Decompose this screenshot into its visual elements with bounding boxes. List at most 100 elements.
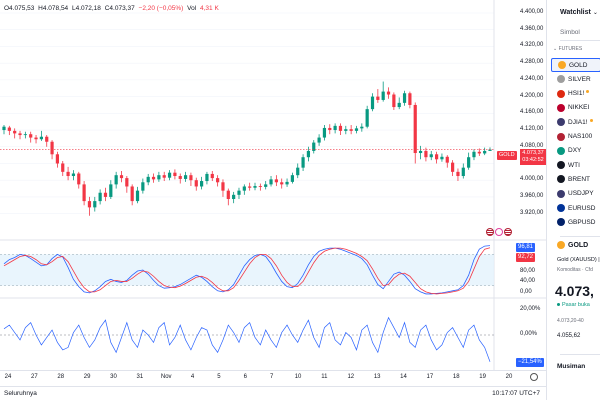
candle-body xyxy=(237,190,241,195)
high-value: H4.078,54 xyxy=(38,5,69,12)
stoch-tick: 80,00 xyxy=(520,268,536,274)
candle-body xyxy=(370,96,375,110)
watchlist-item-label: EURUSD xyxy=(568,204,596,212)
candle-body xyxy=(413,104,417,154)
price-tick: 3.960,00 xyxy=(520,192,544,199)
detail-name: Gold (XAUUSD) | xyxy=(557,257,600,263)
silver-icon xyxy=(557,75,565,84)
price-tick: 4.160,00 xyxy=(520,109,544,116)
watchlist-item-usdjpy[interactable]: USDJPY xyxy=(551,187,600,201)
oil-icon xyxy=(557,175,565,184)
watchlist-item-nikkei[interactable]: NIKKEI xyxy=(551,101,600,115)
candle-body xyxy=(13,130,17,134)
watchlist-item-brent[interactable]: BRENT xyxy=(551,172,600,186)
candle-body xyxy=(397,102,401,108)
watchlist-item-wti[interactable]: WTI xyxy=(551,158,600,172)
candle-body xyxy=(114,175,118,185)
candle-body xyxy=(285,181,289,185)
candle-body xyxy=(45,136,49,142)
watchlist-item-hsi1[interactable]: HSI1! xyxy=(551,87,600,101)
last-price-badge: 4.073,37 03:42:52 xyxy=(520,149,546,165)
event-flags[interactable] xyxy=(486,228,512,236)
candle-body xyxy=(360,126,364,129)
candle-body xyxy=(98,192,102,202)
candle-body xyxy=(151,176,156,180)
section-label-futures[interactable]: ⌄ FUTURES xyxy=(553,46,583,52)
settings-gear-icon[interactable] xyxy=(530,373,538,381)
candle-body xyxy=(146,176,150,183)
candle-body xyxy=(93,201,97,208)
status-dot-icon xyxy=(557,303,560,306)
price-tick: 4.240,00 xyxy=(520,75,544,82)
watchlist-item-eurusd[interactable]: EURUSD xyxy=(551,201,600,215)
candle-body xyxy=(306,150,311,158)
eu-flag-icon xyxy=(557,204,565,212)
candle-body xyxy=(157,175,161,180)
candle-body xyxy=(386,91,391,95)
candle-body xyxy=(456,171,460,177)
chart-canvas[interactable] xyxy=(0,0,546,372)
candle-body xyxy=(162,175,166,178)
watchlist-title[interactable]: Watchlist ⌄ xyxy=(560,9,598,16)
us-flag-icon[interactable] xyxy=(486,228,494,236)
candle-body xyxy=(440,156,444,160)
price-tick: 4.360,00 xyxy=(520,25,544,32)
osc-tick: 20,00% xyxy=(520,306,541,313)
price-tick: 4.320,00 xyxy=(520,42,544,49)
chart-area[interactable]: O4.075,53 H4.078,54 L4.072,18 C4.073,37 … xyxy=(0,0,546,400)
candle-body xyxy=(77,173,81,185)
detail-symbol-text: GOLD xyxy=(568,241,589,249)
watchlist-item-nas100[interactable]: NAS100 xyxy=(551,130,600,144)
time-axis[interactable]: 24 27 28 29 30 31 Nov 4 5 6 7 10 11 12 13 14 17 18 19 20 xyxy=(0,370,546,382)
stoch-band xyxy=(0,254,494,286)
candle-body xyxy=(50,141,54,155)
candle-body xyxy=(344,129,348,131)
candle-body xyxy=(461,167,465,177)
candle-body xyxy=(2,126,6,131)
stoch-tick: 40,00 xyxy=(520,278,536,284)
candle-body xyxy=(488,149,492,151)
candle-body xyxy=(226,190,230,200)
time-tick: 14 xyxy=(400,374,407,380)
watchlist-item-silver[interactable]: SILVER xyxy=(551,72,600,86)
us-flag-icon[interactable] xyxy=(495,228,503,236)
candle-body xyxy=(210,173,214,179)
stoch-k-value: 96,81 xyxy=(516,243,536,252)
time-tick: 5 xyxy=(217,374,221,380)
watchlist-item-gbpusd[interactable]: GBPUSD xyxy=(551,215,600,229)
clock[interactable]: 10:17:07 UTC+7 xyxy=(492,390,540,397)
us-flag-icon[interactable] xyxy=(504,228,512,236)
candle-body xyxy=(125,178,129,187)
volume-label: Vol xyxy=(187,5,197,12)
candle-body xyxy=(194,180,198,187)
candle-body xyxy=(205,173,209,182)
section-seasonals[interactable]: Musiman xyxy=(557,363,586,370)
column-header-symbol[interactable]: Simbol xyxy=(560,29,580,36)
market-status-text: Pasar buka xyxy=(562,302,590,308)
watchlist-item-gold[interactable]: GOLD xyxy=(551,58,600,72)
time-tick: 30 xyxy=(110,374,117,380)
candle-body xyxy=(451,162,455,172)
watchlist-item-djia1[interactable]: DJIA1! xyxy=(551,115,600,129)
candle-body xyxy=(173,172,177,177)
watchlist-item-dxy[interactable]: DXY xyxy=(551,144,600,158)
candle-body xyxy=(61,163,65,172)
detail-symbol: GOLD xyxy=(557,241,588,249)
usdjpy-icon xyxy=(557,189,565,198)
candle-body xyxy=(408,93,412,105)
candle-body xyxy=(376,96,380,100)
time-tick: 27 xyxy=(31,374,38,380)
candle-body xyxy=(467,157,471,168)
price-tick: 4.280,00 xyxy=(520,59,544,66)
status-dot-icon xyxy=(589,118,593,122)
candle-body xyxy=(296,167,300,176)
candle-body xyxy=(39,136,43,140)
stoch-d-value: 92,72 xyxy=(516,253,536,262)
candle-body xyxy=(264,184,268,187)
candle-body xyxy=(290,175,294,182)
hk-flag-icon xyxy=(557,89,565,98)
candle-body xyxy=(333,125,337,131)
candle-body xyxy=(221,182,225,191)
range-selector[interactable]: Seluruhnya xyxy=(4,390,37,397)
price-tick: 4.400,00 xyxy=(520,9,544,15)
